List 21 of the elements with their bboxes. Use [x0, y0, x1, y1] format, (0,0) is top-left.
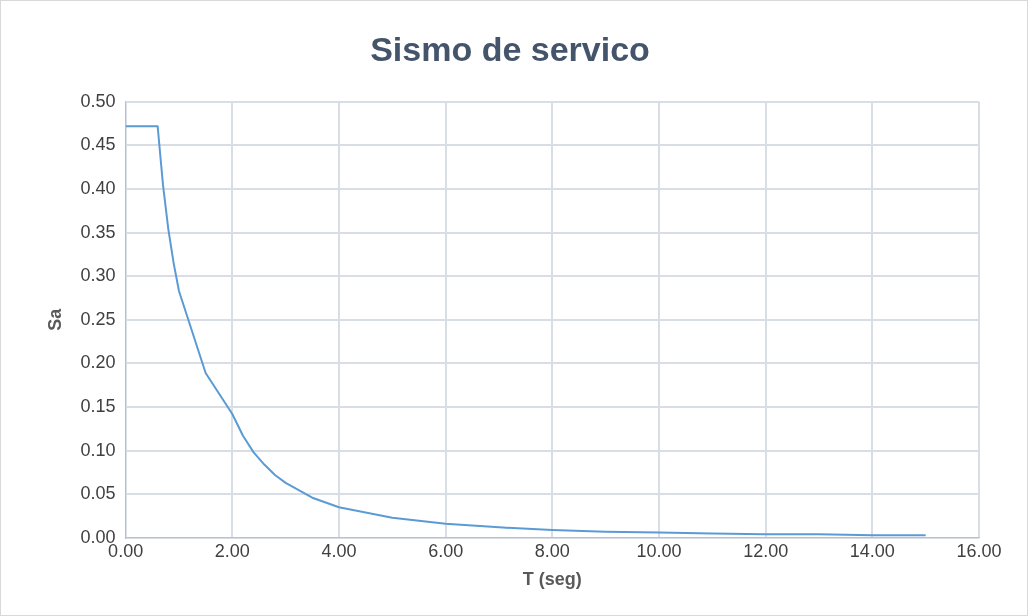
x-tick-label: 10.00: [636, 540, 682, 561]
x-tick-label: 16.00: [956, 540, 1002, 561]
y-tick-label: 0.30: [80, 265, 116, 286]
y-tick-label: 0.40: [80, 177, 116, 198]
y-tick-label: 0.35: [80, 221, 116, 242]
y-tick-label: 0.25: [80, 308, 116, 329]
x-tick-label: 14.00: [849, 540, 895, 561]
y-tick-label: 0.45: [80, 134, 116, 155]
x-tick-label: 2.00: [214, 540, 250, 561]
y-axis-title: Sa: [44, 307, 65, 331]
y-tick-label: 0.05: [80, 483, 116, 504]
y-tick-label: 0.50: [80, 90, 116, 111]
x-axis-title: T (seg): [522, 569, 582, 590]
y-tick-label: 0.15: [80, 395, 116, 416]
chart-title: Sismo de servico: [370, 29, 650, 68]
y-tick-label: 0.20: [80, 352, 116, 373]
x-tick-label: 6.00: [428, 540, 464, 561]
x-tick-label: 4.00: [321, 540, 357, 561]
x-tick-label: 12.00: [743, 540, 789, 561]
y-tick-label: 0.10: [80, 439, 116, 460]
x-tick-label: 8.00: [534, 540, 570, 561]
